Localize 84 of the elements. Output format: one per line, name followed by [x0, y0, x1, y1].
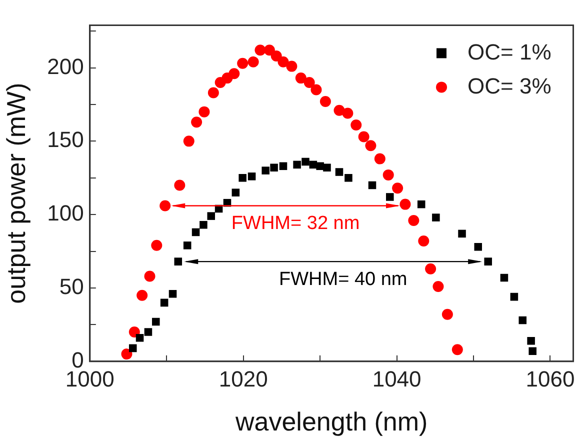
point	[254, 44, 266, 56]
point	[121, 348, 132, 360]
point	[358, 131, 370, 142]
point	[392, 182, 404, 194]
x-tick-label: 1060	[526, 366, 575, 392]
point	[238, 174, 246, 182]
point	[484, 258, 492, 266]
point	[128, 344, 137, 352]
point	[400, 198, 411, 210]
point	[425, 263, 436, 274]
point	[128, 326, 140, 338]
point	[452, 344, 463, 356]
point	[418, 236, 430, 247]
annotation: FWHM= 40 nm	[278, 268, 408, 290]
point	[386, 193, 394, 201]
point	[228, 68, 240, 80]
x-tick-label: 1040	[372, 366, 422, 392]
y-axis-title: output power (mW)	[0, 82, 31, 304]
point	[200, 220, 208, 229]
point	[144, 270, 156, 282]
annotation: FWHM= 32 nm	[231, 213, 360, 234]
point	[500, 274, 508, 282]
point	[382, 169, 394, 180]
point	[310, 84, 322, 96]
point	[160, 298, 168, 307]
point	[302, 158, 310, 166]
point	[368, 181, 376, 190]
point	[510, 292, 518, 301]
point	[270, 50, 282, 62]
point	[237, 58, 248, 69]
point	[527, 336, 535, 345]
point	[174, 258, 182, 266]
point	[320, 96, 331, 108]
point	[262, 166, 270, 174]
y-tick-label: 150	[47, 127, 84, 152]
x-tick-label: 1020	[218, 366, 268, 392]
point	[168, 290, 177, 298]
point	[207, 212, 216, 220]
point	[286, 60, 298, 72]
point	[136, 290, 148, 301]
y-tick-label: 50	[59, 274, 84, 300]
point	[442, 308, 453, 320]
point	[198, 106, 210, 118]
point	[518, 316, 527, 324]
point	[152, 318, 160, 326]
point	[408, 214, 420, 226]
point	[323, 164, 331, 172]
point	[264, 44, 275, 56]
point	[474, 243, 482, 251]
point	[144, 328, 152, 336]
point	[342, 108, 354, 119]
y-tick-label: 100	[47, 200, 84, 226]
point	[432, 214, 440, 222]
point	[174, 180, 186, 191]
point	[191, 116, 202, 128]
point	[208, 87, 219, 98]
point	[183, 136, 194, 147]
point	[344, 174, 352, 182]
point	[293, 160, 301, 169]
legend-label: OC= 1%	[468, 39, 552, 64]
point	[432, 281, 444, 292]
point	[270, 164, 278, 172]
point	[192, 228, 200, 236]
y-tick-label: 200	[47, 54, 84, 79]
point	[350, 120, 362, 131]
point	[417, 200, 426, 208]
point	[248, 172, 256, 180]
x-axis-title: wavelength (nm)	[234, 406, 428, 437]
point	[248, 56, 259, 68]
point	[232, 188, 240, 196]
point	[279, 162, 288, 170]
point	[458, 230, 466, 238]
point	[365, 140, 376, 152]
point	[160, 200, 171, 212]
point	[528, 347, 536, 356]
point	[295, 72, 306, 84]
point	[335, 168, 344, 176]
legend-label: OC= 3%	[468, 73, 552, 98]
point	[374, 153, 386, 164]
point	[183, 242, 192, 250]
point	[278, 56, 289, 68]
point	[304, 76, 315, 88]
point	[136, 334, 144, 342]
point	[151, 240, 162, 251]
